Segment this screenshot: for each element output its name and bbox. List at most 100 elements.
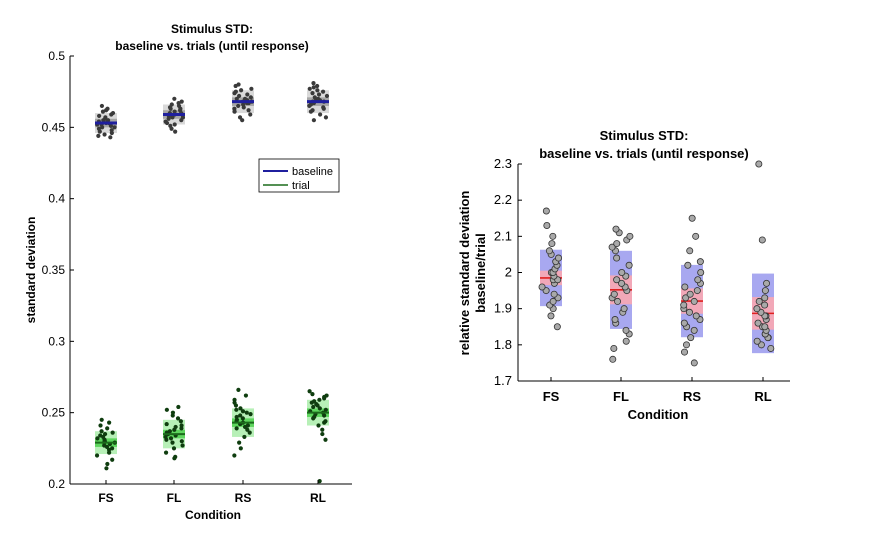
baseline-data-point (310, 108, 315, 113)
baseline-data-point (249, 86, 254, 91)
ratio-data-point (687, 334, 695, 342)
baseline-data-point (237, 115, 243, 120)
baseline-data-point (315, 83, 320, 89)
trial-data-point (323, 407, 328, 412)
ratio-data-point (682, 341, 690, 349)
ratio-data-point (761, 301, 769, 309)
ratio-data-point (681, 283, 689, 291)
ratio-data-point (620, 305, 628, 313)
ratio-data-point (609, 355, 617, 363)
trial-data-point (98, 433, 103, 438)
trial-data-point (107, 420, 112, 425)
left-x-axis-label: Condition (185, 508, 241, 522)
baseline-data-point (248, 112, 253, 117)
left-chart-title-line1: Stimulus STD: (171, 22, 253, 36)
baseline-data-point (96, 126, 102, 131)
trial-data-point (317, 479, 322, 484)
baseline-data-point (232, 106, 237, 111)
baseline-data-point (103, 115, 108, 120)
trial-data-point (176, 404, 181, 410)
baseline-data-point (233, 89, 238, 94)
trial-data-point (244, 410, 249, 415)
trial-data-point (311, 404, 316, 410)
right-y-tick-label: 1.7 (494, 373, 512, 388)
baseline-data-point (311, 118, 317, 123)
left-x-tick-label: RL (310, 491, 326, 505)
ratio-data-point (758, 236, 766, 244)
trial-data-point (307, 389, 312, 394)
trial-data-point (170, 410, 176, 415)
trial-data-point (164, 421, 169, 427)
trial-data-point (234, 414, 239, 420)
ratio-data-point (547, 312, 555, 320)
right-y-tick-label: 2 (505, 265, 512, 280)
ratio-data-point (697, 268, 705, 276)
right-chart-title-line1: Stimulus STD: (600, 128, 689, 143)
ratio-data-point (693, 287, 701, 295)
trial-data-point (247, 430, 252, 435)
baseline-data-point (248, 95, 253, 100)
trial-data-point (248, 411, 253, 417)
right-x-tick-label: FL (613, 389, 629, 404)
trial-data-point (323, 419, 328, 424)
right-x-tick-label: FS (543, 389, 560, 404)
trial-data-point (245, 423, 250, 428)
left-y-tick-label: 0.45 (42, 120, 66, 134)
right-chart: Stimulus STD: baseline vs. trials (until… (457, 128, 790, 422)
right-chart-title-line2: baseline vs. trials (until response) (539, 146, 749, 161)
ratio-data-point (549, 232, 557, 240)
trial-data-point (167, 429, 172, 434)
ratio-data-point (761, 323, 769, 331)
right-y-tick-label: 2.3 (494, 156, 512, 171)
trial-data-point (236, 387, 241, 392)
trial-data-point (102, 431, 108, 437)
trial-data-point (164, 407, 169, 412)
trial-data-point (234, 426, 239, 431)
left-chart-title-line2: baseline vs. trials (until response) (115, 39, 308, 53)
trial-data-point (105, 461, 110, 467)
trial-data-point (237, 440, 242, 445)
baseline-data-point (97, 113, 102, 119)
baseline-data-point (179, 99, 184, 104)
baseline-data-point (324, 93, 330, 99)
left-y-tick-label: 0.2 (48, 477, 65, 491)
left-y-ticks: 0.2 0.25 0.3 0.35 0.4 0.45 0.5 (42, 49, 74, 491)
trial-data-point (238, 446, 243, 451)
trial-data-point (317, 397, 322, 402)
baseline-data-point (172, 109, 177, 114)
legend-baseline-label: baseline (292, 166, 333, 178)
trial-data-point (171, 446, 177, 451)
baseline-data-point (102, 132, 107, 137)
right-y-tick-label: 1.9 (494, 301, 512, 316)
trial-data-point (99, 429, 104, 434)
left-y-tick-label: 0.35 (42, 263, 66, 277)
left-x-tick-label: FS (98, 491, 113, 505)
ratio-data-point (685, 308, 693, 316)
ratio-data-point (694, 276, 702, 284)
ratio-data-point (608, 243, 616, 251)
left-x-tick-label: FL (167, 491, 182, 505)
ratio-data-point (680, 301, 688, 309)
ratio-data-point (690, 297, 698, 305)
trial-data-point (232, 453, 237, 458)
right-y-tick-label: 2.1 (494, 228, 512, 243)
ratio-data-point (755, 160, 763, 168)
ratio-data-point (538, 283, 546, 291)
trial-data-point (94, 453, 100, 458)
baseline-data-point (237, 93, 242, 99)
baseline-data-point (242, 96, 248, 101)
ratio-data-point (754, 319, 762, 327)
baseline-data-point (100, 109, 106, 114)
ratio-data-point (625, 261, 633, 269)
ratio-data-point (690, 326, 698, 334)
ratio-data-point (626, 232, 634, 240)
trial-data-point (110, 446, 115, 451)
ratio-data-point (555, 254, 563, 262)
legend-box (258, 158, 340, 193)
left-chart: Stimulus STD: baseline vs. trials (until… (24, 22, 352, 522)
ratio-data-point (681, 348, 689, 356)
trial-data-point (238, 406, 243, 411)
trial-data-point (320, 431, 325, 437)
ratio-data-point (696, 258, 704, 266)
